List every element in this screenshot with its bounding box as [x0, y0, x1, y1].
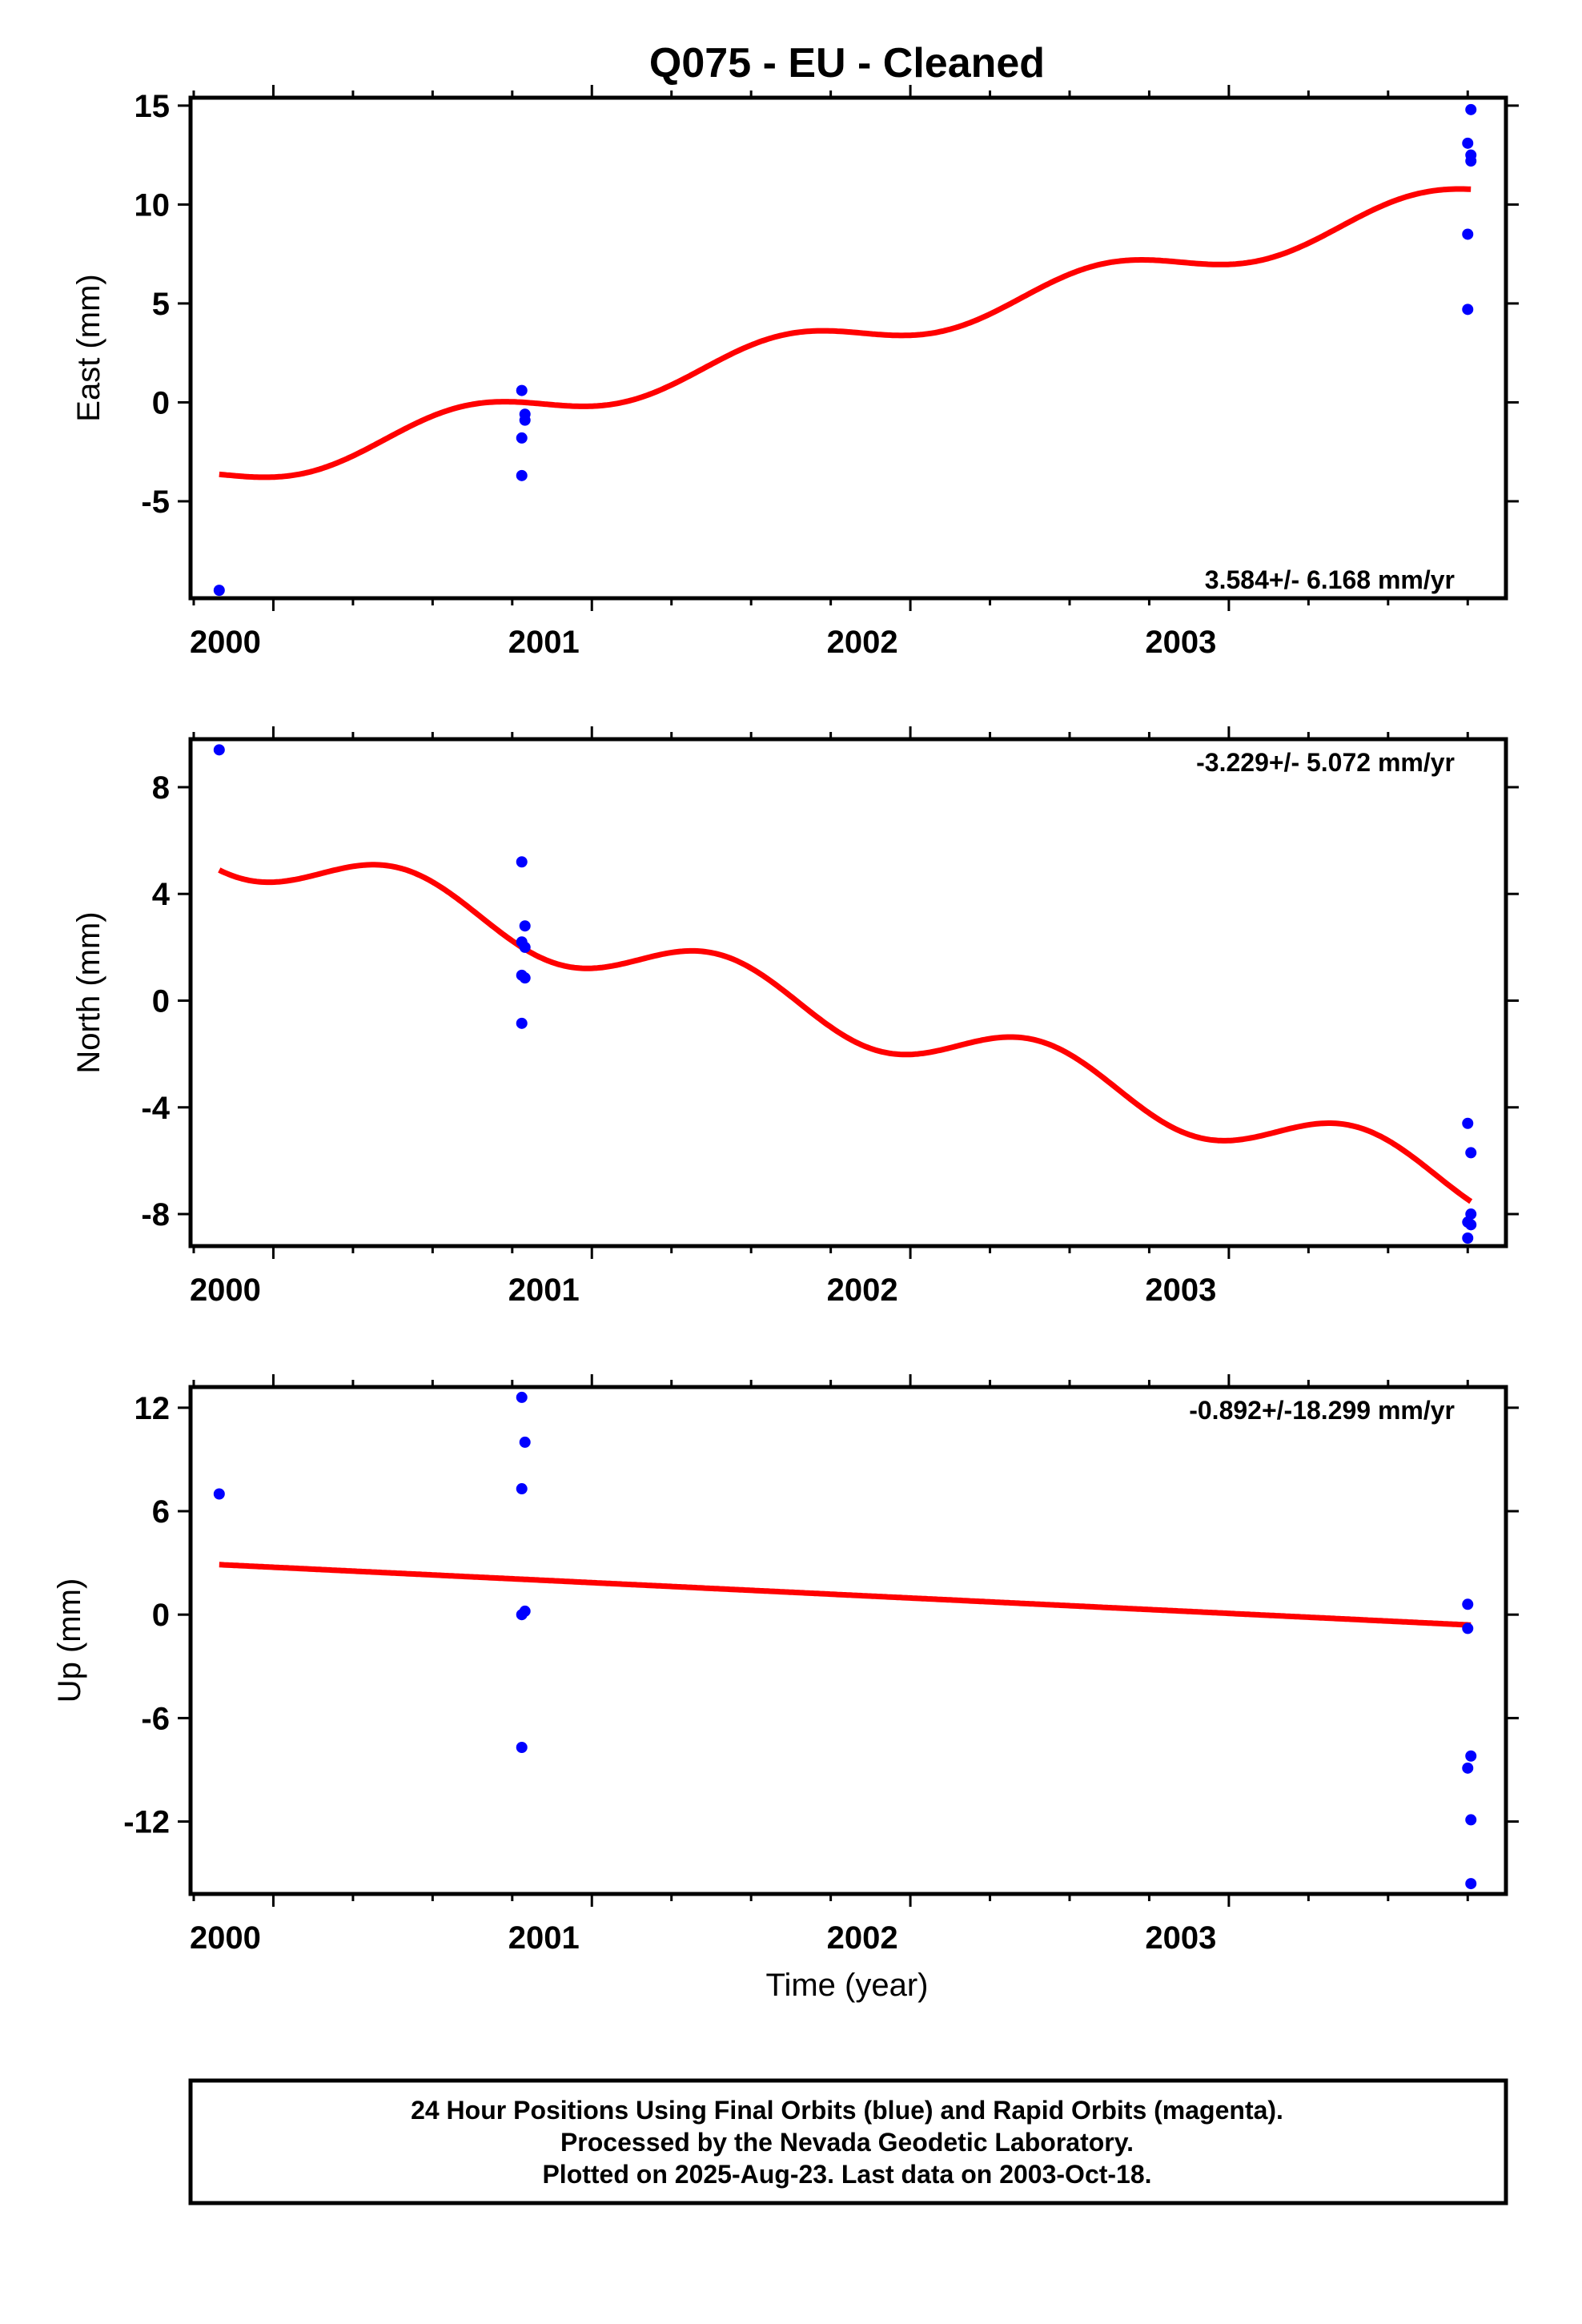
- north-data-point: [1465, 1147, 1477, 1159]
- east-data-point: [1462, 137, 1474, 149]
- north-data-point: [519, 941, 531, 953]
- east-model-curve: [219, 186, 1472, 480]
- up-y-tick-label: 12: [135, 1391, 171, 1426]
- up-data-point: [516, 1741, 528, 1753]
- up-data-point: [516, 1609, 528, 1621]
- east-axes-frame: [188, 95, 1508, 601]
- north-data-point: [519, 920, 531, 932]
- east-x-tick-label: 2001: [508, 625, 580, 660]
- up-data-point: [1465, 1878, 1477, 1890]
- east-x-tick-label: 2003: [1145, 625, 1216, 660]
- footer-frame: [188, 2078, 1508, 2205]
- chart-title: Q075 - EU - Cleaned: [649, 40, 1045, 86]
- east-y-tick-label: 0: [152, 385, 170, 420]
- up-data-point: [1462, 1598, 1474, 1610]
- up-data-point: [516, 1483, 528, 1495]
- north-data-point: [1462, 1232, 1474, 1244]
- north-data-point: [1462, 1117, 1474, 1129]
- north-y-tick-label: -4: [141, 1091, 170, 1126]
- east-data-point: [519, 414, 531, 426]
- east-data-point: [516, 384, 528, 396]
- north-data-point: [516, 856, 528, 868]
- east-y-tick-label: 15: [135, 89, 171, 124]
- north-y-tick-label: 0: [152, 983, 170, 1019]
- up-y-tick-label: 0: [152, 1598, 170, 1633]
- east-rate-label: 3.584+/- 6.168 mm/yr: [1205, 565, 1455, 594]
- footer-box: 24 Hour Positions Using Final Orbits (bl…: [188, 2078, 1508, 2205]
- north-y-tick-label: -8: [141, 1197, 170, 1232]
- east-y-axis-label: East (mm): [71, 274, 106, 421]
- up-y-axis-label: Up (mm): [52, 1578, 87, 1703]
- up-rate-label: -0.892+/-18.299 mm/yr: [1189, 1396, 1455, 1425]
- east-y-tick-label: -5: [141, 485, 170, 520]
- north-data-point: [519, 972, 531, 984]
- north-data-point: [1465, 1219, 1477, 1231]
- east-data-point: [516, 469, 528, 481]
- up-model-curve: [219, 1562, 1472, 1628]
- north-rate-label: -3.229+/- 5.072 mm/yr: [1196, 748, 1455, 777]
- up-x-tick-label: 2003: [1145, 1920, 1216, 1956]
- east-data-point: [1465, 103, 1477, 115]
- north-data-point: [213, 744, 225, 756]
- east-x-tick-label: 2000: [190, 625, 261, 660]
- footer-line-3: Plotted on 2025-Aug-23. Last data on 200…: [542, 2160, 1151, 2189]
- up-data-point: [1465, 1814, 1477, 1826]
- north-axes-frame: [188, 737, 1508, 1248]
- up-x-tick-label: 2000: [190, 1920, 261, 1956]
- up-panel: 2000 2001 2002 2003 -12 -6 0 6 12 Up (mm) -0.892+/…: [52, 1374, 1519, 1956]
- east-data-point: [516, 432, 528, 444]
- up-data-point: [213, 1488, 225, 1500]
- up-data-point: [516, 1391, 528, 1403]
- up-data-point: [519, 1436, 531, 1448]
- north-y-tick-label: 4: [152, 877, 171, 912]
- footer-line-2: Processed by the Nevada Geodetic Laborat…: [560, 2128, 1134, 2157]
- north-y-axis-label: North (mm): [71, 911, 106, 1073]
- up-y-tick-label: -6: [141, 1701, 170, 1736]
- north-x-tick-label: 2002: [827, 1273, 898, 1308]
- up-x-tick-label: 2001: [508, 1920, 580, 1956]
- north-panel: 2000 2001 2002 2003 -8 -4 0 4 8 North (mm) -3.229+…: [71, 726, 1519, 1308]
- up-axes-frame: [188, 1385, 1508, 1896]
- up-y-tick-label: -12: [123, 1805, 170, 1840]
- up-data-point: [1465, 1750, 1477, 1762]
- north-data-point: [516, 1017, 528, 1029]
- east-data-point: [1465, 155, 1477, 167]
- up-data-point: [1462, 1622, 1474, 1634]
- north-x-tick-label: 2003: [1145, 1273, 1216, 1308]
- north-x-tick-label: 2001: [508, 1273, 580, 1308]
- east-data-point: [213, 585, 225, 597]
- east-x-tick-label: 2002: [827, 625, 898, 660]
- east-data-point: [1462, 304, 1474, 316]
- east-y-tick-label: 10: [135, 187, 171, 223]
- north-y-tick-label: 8: [152, 770, 170, 806]
- east-data-point: [1462, 228, 1474, 240]
- up-data-point: [1462, 1762, 1474, 1774]
- up-x-tick-label: 2002: [827, 1920, 898, 1956]
- east-y-tick-label: 5: [152, 287, 170, 322]
- east-panel: 2000 2001 2002 2003 -5 0 5 10 15 East (mm) 3.584+/…: [71, 85, 1519, 660]
- up-y-tick-label: 6: [152, 1494, 170, 1530]
- x-axis-label: Time (year): [766, 1968, 929, 2003]
- footer-line-1: 24 Hour Positions Using Final Orbits (bl…: [411, 2096, 1283, 2125]
- north-x-tick-label: 2000: [190, 1273, 261, 1308]
- north-model-curve: [218, 862, 1473, 1204]
